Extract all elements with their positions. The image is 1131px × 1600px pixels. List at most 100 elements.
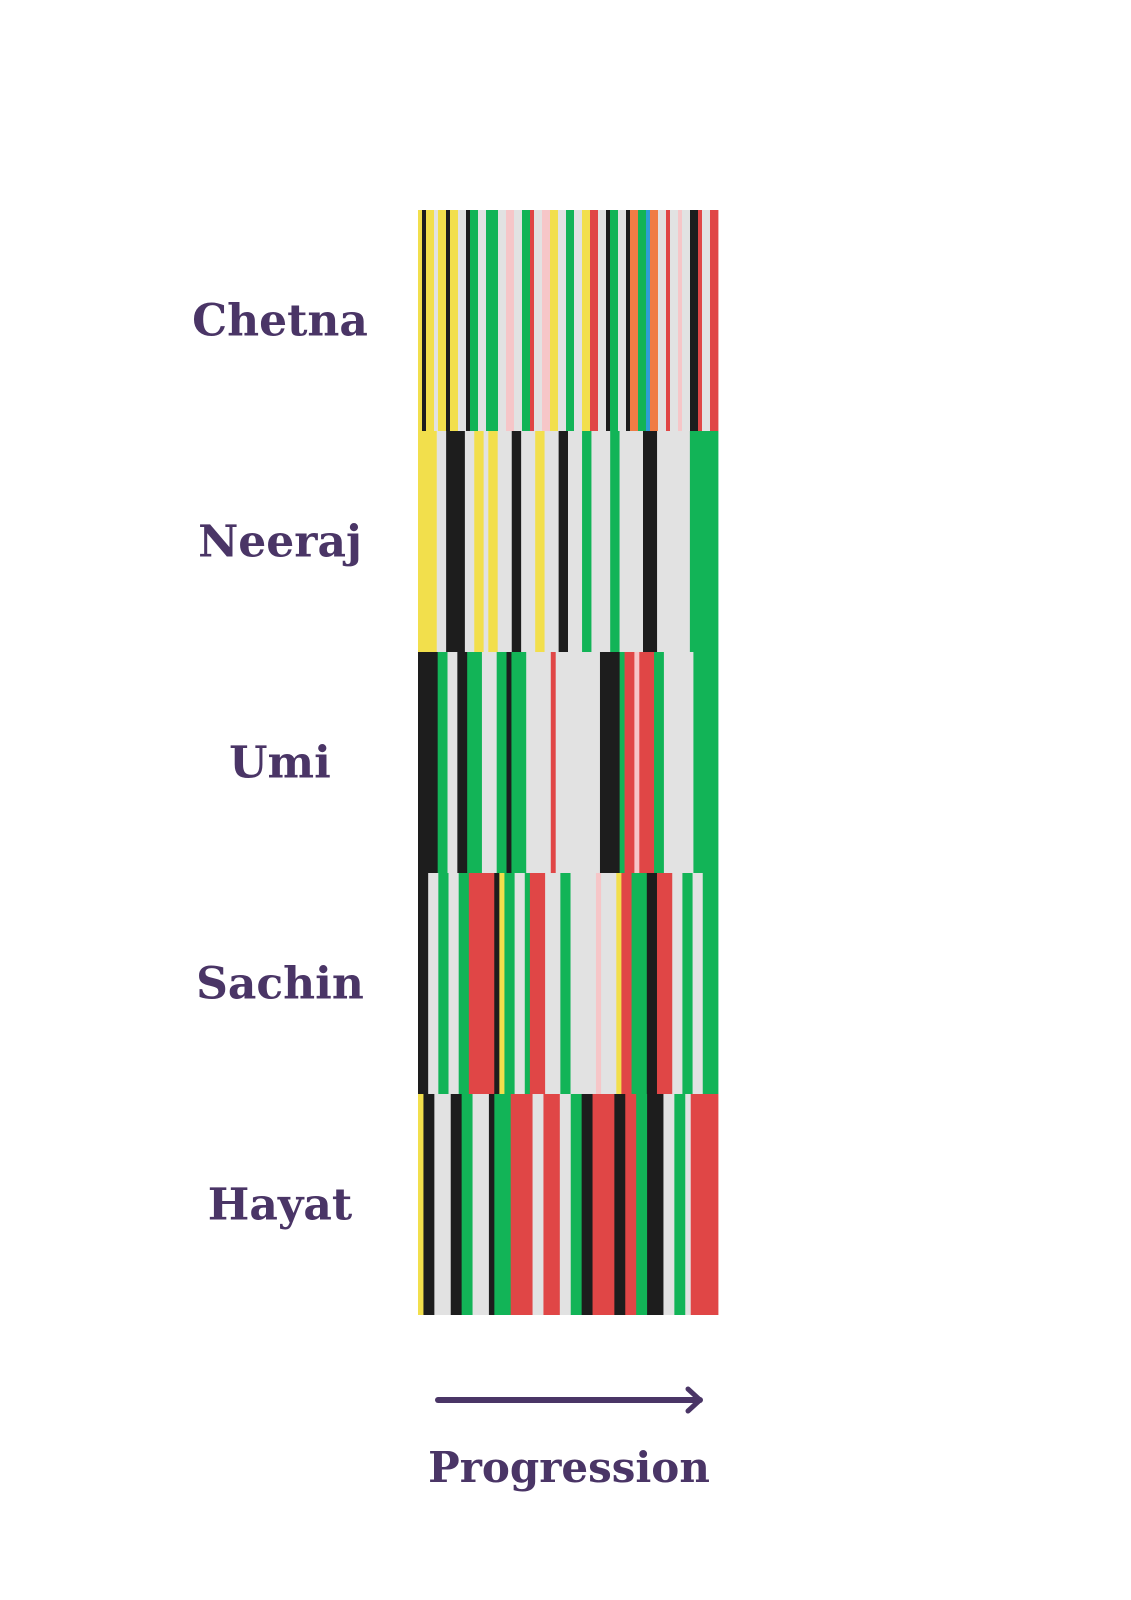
arrow-head [685,1386,703,1414]
segment [543,1094,561,1315]
segment [545,873,561,1094]
segment [494,1094,512,1315]
segment [446,431,466,652]
segment [529,873,546,1094]
segment [619,431,644,652]
progression-axis: Progression [428,1386,710,1492]
segment [434,210,439,431]
segment [530,210,535,431]
segment [685,1094,692,1315]
segment [570,873,597,1094]
segment [606,210,611,431]
row-label-neeraj: Neeraj [198,517,362,568]
segment [663,652,694,873]
segment [423,1094,435,1315]
segment [643,431,658,652]
segment [438,210,447,431]
segment [464,431,475,652]
band-row-hayat [418,1094,719,1315]
segment [470,210,479,431]
segment [670,210,679,431]
segment [418,210,423,431]
segment [488,1094,495,1315]
segment [639,652,655,873]
segment [592,1094,615,1315]
segment [619,652,625,873]
segment [650,210,659,431]
segment [521,431,536,652]
segment [574,210,583,431]
segment [582,431,592,652]
segment [631,873,648,1094]
segment [638,210,647,431]
segment [601,873,617,1094]
segment [450,1094,463,1315]
segment [614,1094,626,1315]
segment [522,210,531,431]
segment [682,210,691,431]
segment [511,652,527,873]
segment [544,431,560,652]
segment [636,1094,648,1315]
segment [658,210,667,431]
row-labels-group: Chetna Neeraj Umi Sachin Hayat [192,296,368,1231]
segment [481,652,498,873]
segment [570,1094,583,1315]
segment [438,873,449,1094]
segment [682,873,693,1094]
segment [467,652,483,873]
segment [598,210,607,431]
segment [535,431,545,652]
segment [558,431,569,652]
segment [702,873,719,1094]
segment [418,431,438,652]
segment [555,652,601,873]
band-row-sachin [418,873,719,1094]
segment [558,210,567,431]
segment [624,652,635,873]
segment [634,652,640,873]
segment [468,873,495,1094]
segment [532,1094,544,1315]
row-label-chetna: Chetna [192,296,368,347]
segment [472,1094,490,1315]
segment [514,210,523,431]
segment [461,1094,473,1315]
segment [610,210,619,431]
segment [674,1094,686,1315]
segment [595,873,602,1094]
segment [621,873,632,1094]
segment [458,873,470,1094]
bands-group [418,210,719,1315]
segment [618,210,627,431]
segment [418,873,429,1094]
band-row-chetna [418,210,719,431]
segment [630,210,639,431]
row-label-umi: Umi [229,738,331,789]
segment [524,873,531,1094]
segment [690,210,699,431]
segment [590,210,599,431]
segment [646,873,658,1094]
segment [690,1094,719,1315]
segment [466,210,471,431]
segment [626,210,631,431]
segment [550,210,559,431]
segment [582,210,591,431]
row-label-hayat: Hayat [208,1180,353,1231]
segment [702,210,711,431]
segment [566,210,575,431]
segment [514,873,526,1094]
segment [678,210,683,431]
segment [506,210,515,431]
segment [610,431,620,652]
segment [428,873,439,1094]
segment [418,1094,424,1315]
segment [497,431,513,652]
segment [437,652,448,873]
segment [568,431,583,652]
segment [496,652,507,873]
segment [625,1094,637,1315]
segment [458,210,467,431]
